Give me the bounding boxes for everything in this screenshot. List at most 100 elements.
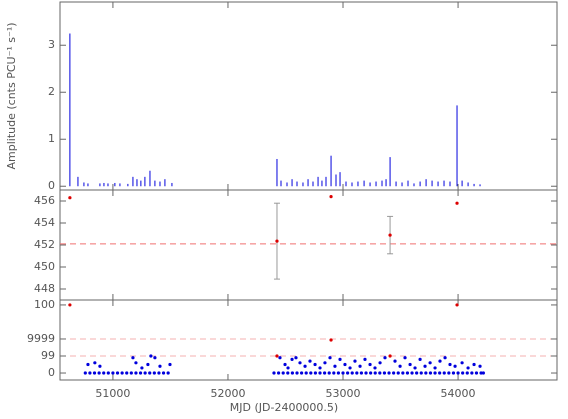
point <box>387 371 391 375</box>
point <box>373 366 377 370</box>
y-tick-label: 452 <box>34 238 55 251</box>
point <box>309 371 313 375</box>
point <box>143 371 147 375</box>
point <box>148 371 152 375</box>
point <box>308 359 312 363</box>
point <box>423 364 427 368</box>
point <box>93 361 97 365</box>
point <box>383 356 387 360</box>
point <box>470 371 474 375</box>
point <box>481 371 485 375</box>
point <box>451 371 456 375</box>
point <box>323 371 327 375</box>
point <box>328 356 332 360</box>
point <box>447 371 451 375</box>
point <box>294 356 298 360</box>
panel-frame <box>59 299 558 381</box>
point <box>341 371 345 375</box>
panel-frame <box>59 1 558 191</box>
point <box>410 371 414 375</box>
point <box>275 239 279 243</box>
y-tick-label: 100 <box>34 298 55 311</box>
point <box>131 356 135 360</box>
point <box>415 371 419 375</box>
point <box>369 371 373 375</box>
point <box>276 371 281 375</box>
point <box>461 371 465 375</box>
point <box>338 357 342 362</box>
point <box>272 371 276 375</box>
point <box>327 371 331 375</box>
point <box>161 371 166 375</box>
point <box>152 371 156 375</box>
point <box>298 361 302 365</box>
panel-frame <box>59 189 558 301</box>
point <box>396 371 400 375</box>
point <box>166 371 170 375</box>
point <box>442 371 446 375</box>
point <box>479 371 483 375</box>
y-tick-label: 456 <box>34 194 55 207</box>
point <box>453 364 457 368</box>
point <box>438 371 442 375</box>
x-tick-label: 53000 <box>326 387 361 400</box>
point <box>368 362 372 367</box>
point <box>474 371 479 375</box>
point <box>424 371 428 375</box>
point <box>405 371 410 375</box>
point <box>106 371 110 375</box>
x-axis-label: MJD (JD-2400000.5) <box>230 401 338 414</box>
point <box>153 356 157 360</box>
point <box>455 201 459 205</box>
point <box>343 362 347 367</box>
point <box>373 371 377 375</box>
point <box>68 303 72 307</box>
point <box>111 371 115 375</box>
point <box>98 364 102 368</box>
point <box>472 362 476 367</box>
point <box>86 362 90 367</box>
point <box>115 371 120 375</box>
point <box>388 354 392 358</box>
point <box>433 371 437 375</box>
point <box>350 371 354 375</box>
point <box>138 371 143 375</box>
y-tick-label: 0 <box>48 179 55 192</box>
point <box>378 371 382 375</box>
point <box>286 371 290 375</box>
point <box>358 364 362 368</box>
point <box>92 371 97 375</box>
y-tick-label: 2 <box>48 85 55 98</box>
point <box>401 371 405 375</box>
point <box>290 357 294 362</box>
y-tick-label: 3 <box>48 38 55 51</box>
point <box>408 362 412 367</box>
point <box>140 366 144 370</box>
point <box>403 356 407 360</box>
point <box>448 362 452 367</box>
x-tick-label: 52000 <box>210 387 245 400</box>
point <box>283 362 287 367</box>
y-tick-label: 454 <box>34 216 55 229</box>
point <box>303 364 307 368</box>
point <box>456 371 460 375</box>
y-tick-label: 448 <box>34 282 55 295</box>
point <box>398 364 402 368</box>
point <box>428 371 433 375</box>
point <box>378 361 382 365</box>
point <box>388 233 392 237</box>
point <box>346 371 350 375</box>
point <box>97 371 101 375</box>
point <box>393 359 397 363</box>
point <box>68 196 72 200</box>
point <box>146 362 150 367</box>
point <box>428 361 432 365</box>
point <box>353 359 357 363</box>
point <box>455 303 459 307</box>
point <box>281 371 285 375</box>
point <box>168 362 172 367</box>
point <box>460 361 464 365</box>
point <box>88 371 92 375</box>
point <box>359 371 364 375</box>
y-tick-label: 9999 <box>27 332 55 345</box>
